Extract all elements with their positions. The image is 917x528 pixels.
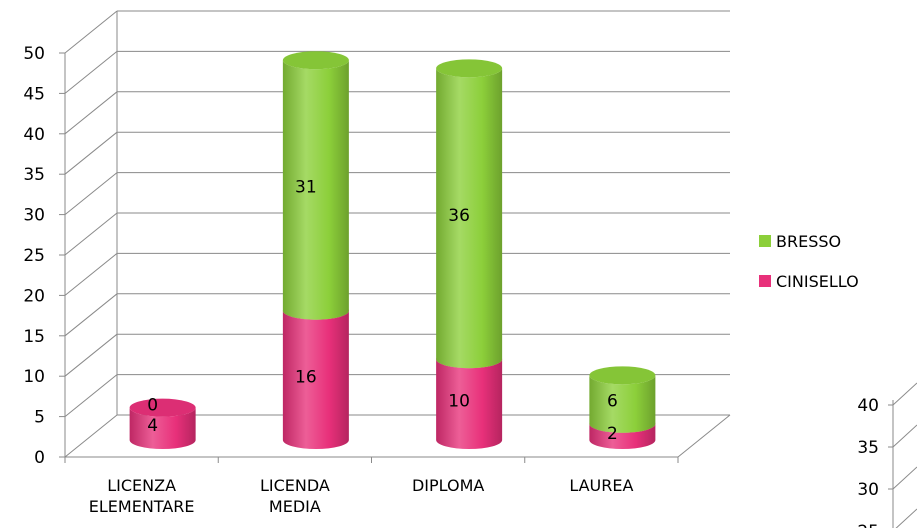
second-chart-tick-label: 40 [857, 396, 879, 416]
bar-bresso-3 [436, 59, 503, 369]
y-tick-label: 10 [23, 367, 45, 387]
bar-top-cap [282, 51, 349, 70]
data-label: 6 [607, 392, 618, 412]
data-label: 4 [147, 416, 158, 436]
y-tick-label: 40 [23, 125, 45, 145]
gridline-diagonal [64, 212, 118, 256]
legend-label-cinisello: CINISELLO [776, 272, 859, 291]
legend-label-bresso: BRESSO [776, 232, 841, 251]
data-label: 0 [147, 396, 158, 416]
second-chart-gridline [892, 466, 917, 490]
gridline-diagonal [64, 10, 118, 54]
y-tick-label: 20 [23, 286, 45, 306]
second-chart-gridline [892, 382, 917, 406]
y-tick-label: 30 [23, 206, 45, 226]
x-tick-label: LICENDA [260, 476, 330, 495]
gridline-diagonal [64, 293, 118, 337]
second-chart-gridline [895, 508, 917, 528]
gridline-diagonal [64, 131, 118, 175]
floor-right-edge [677, 414, 731, 458]
gridline-diagonal [64, 51, 118, 94]
gridline-diagonal [64, 253, 118, 296]
gridline-diagonal [64, 414, 118, 458]
y-tick-label: 5 [34, 408, 45, 428]
y-tick-label: 25 [23, 246, 45, 266]
y-tick-label: 0 [34, 448, 45, 468]
bar-body [436, 68, 503, 369]
data-label: 10 [448, 392, 470, 412]
second-chart-tick-label: 30 [857, 480, 879, 500]
legend-swatch-bresso [759, 235, 771, 247]
gridline-diagonal [64, 91, 118, 135]
y-tick-label: 35 [23, 165, 45, 185]
bar-top-cap [129, 398, 196, 417]
bar-body [589, 423, 656, 449]
bar-cinisello-1 [129, 398, 196, 449]
bar-top-cap [436, 59, 503, 78]
y-tick-label: 50 [23, 44, 45, 64]
bar-body [436, 359, 503, 449]
data-label: 2 [607, 424, 618, 444]
bar-body [282, 60, 349, 320]
second-chart-tick-label: 35 [857, 438, 879, 458]
bar-body [282, 310, 349, 449]
bar-bresso-4 [589, 366, 656, 433]
bar-bresso-2 [282, 51, 349, 320]
data-label: 16 [295, 367, 317, 387]
x-tick-label: LAUREA [569, 476, 633, 495]
x-tick-label: MEDIA [269, 497, 321, 516]
gridline-diagonal [64, 333, 118, 377]
legend-swatch-cinisello [759, 275, 771, 287]
bar-body [589, 375, 656, 433]
data-label: 36 [448, 206, 470, 226]
gridline-diagonal [64, 172, 118, 215]
y-tick-label: 15 [23, 327, 45, 347]
x-tick-label: ELEMENTARE [89, 497, 195, 516]
x-tick-label: DIPLOMA [412, 476, 484, 495]
bar-top-cap [589, 366, 656, 385]
bar-body [129, 407, 196, 449]
y-tick-label: 45 [23, 84, 45, 104]
data-label: 31 [295, 177, 317, 197]
x-tick-label: LICENZA [107, 476, 176, 495]
gridline-diagonal [64, 374, 118, 417]
second-chart-gridline [892, 424, 917, 448]
second-chart-tick-label: 25 [857, 522, 879, 528]
